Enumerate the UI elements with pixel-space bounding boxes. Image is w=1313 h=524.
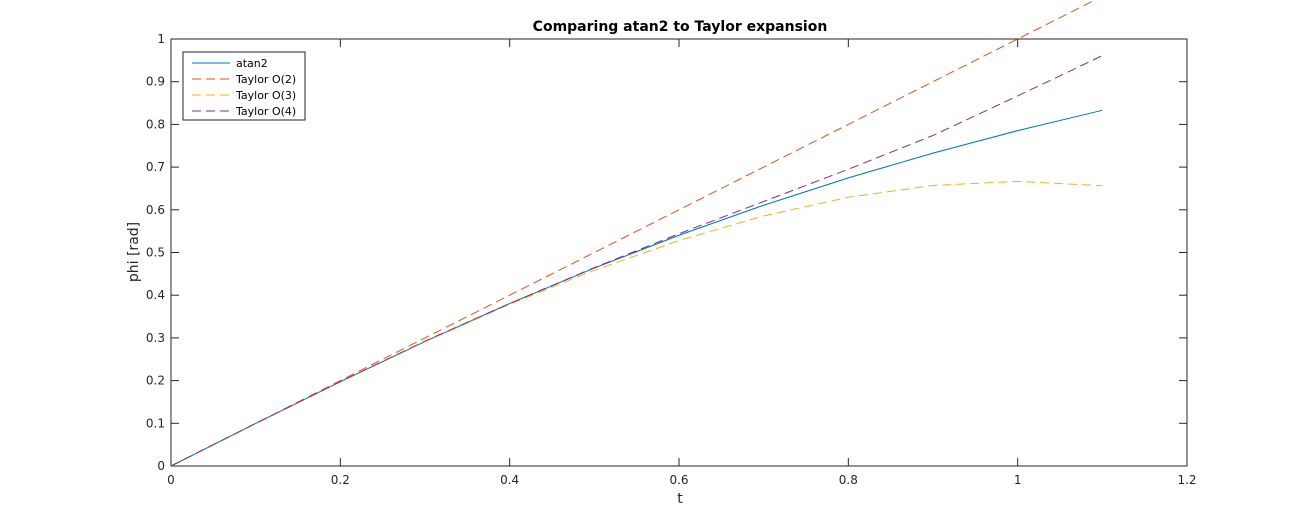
y-tick-label: 0.7 [146,160,165,174]
y-tick-label: 1 [157,32,165,46]
chart-title: Comparing atan2 to Taylor expansion [533,19,828,35]
legend-label: atan2 [236,57,268,70]
y-tick-label: 0.1 [146,416,165,430]
y-tick-label: 0.4 [146,288,165,302]
series-line-4 [170,55,1103,467]
x-tick-label: 1 [1014,473,1022,487]
series-group [170,0,1103,467]
x-tick-label: 0.2 [331,473,350,487]
legend-label: Taylor O(4) [235,105,296,118]
legend-label: Taylor O(2) [235,73,296,86]
y-axis-label: phi [rad] [126,222,142,282]
legend-label: Taylor O(3) [235,89,296,102]
x-tick-label: 0 [167,473,175,487]
y-axis-ticks: 0 0.1 0.2 0.3 0.4 0.5 0.6 0.7 0.8 0.9 1 [146,32,1187,473]
y-tick-label: 0.2 [146,374,165,388]
y-tick-label: 0.8 [146,117,165,131]
y-tick-label: 0 [157,459,165,473]
x-tick-label: 0.8 [839,473,858,487]
y-tick-label: 0.9 [146,75,165,89]
x-tick-label: 0.4 [500,473,519,487]
series-line-2 [170,0,1097,467]
x-axis-ticks: 0 0.2 0.4 0.6 0.8 1 1.2 [167,39,1197,487]
y-tick-label: 0.5 [146,246,165,260]
plot-area [170,38,1188,467]
y-tick-label: 0.6 [146,203,165,217]
x-tick-label: 1.2 [1177,473,1196,487]
legend-items: atan2 Taylor O(2) Taylor O(3) Taylor O(4) [192,57,296,118]
y-tick-label: 0.3 [146,331,165,345]
legend: atan2 Taylor O(2) Taylor O(3) Taylor O(4) [182,51,306,121]
x-axis-label: t [677,491,683,507]
x-tick-label: 0.6 [669,473,688,487]
